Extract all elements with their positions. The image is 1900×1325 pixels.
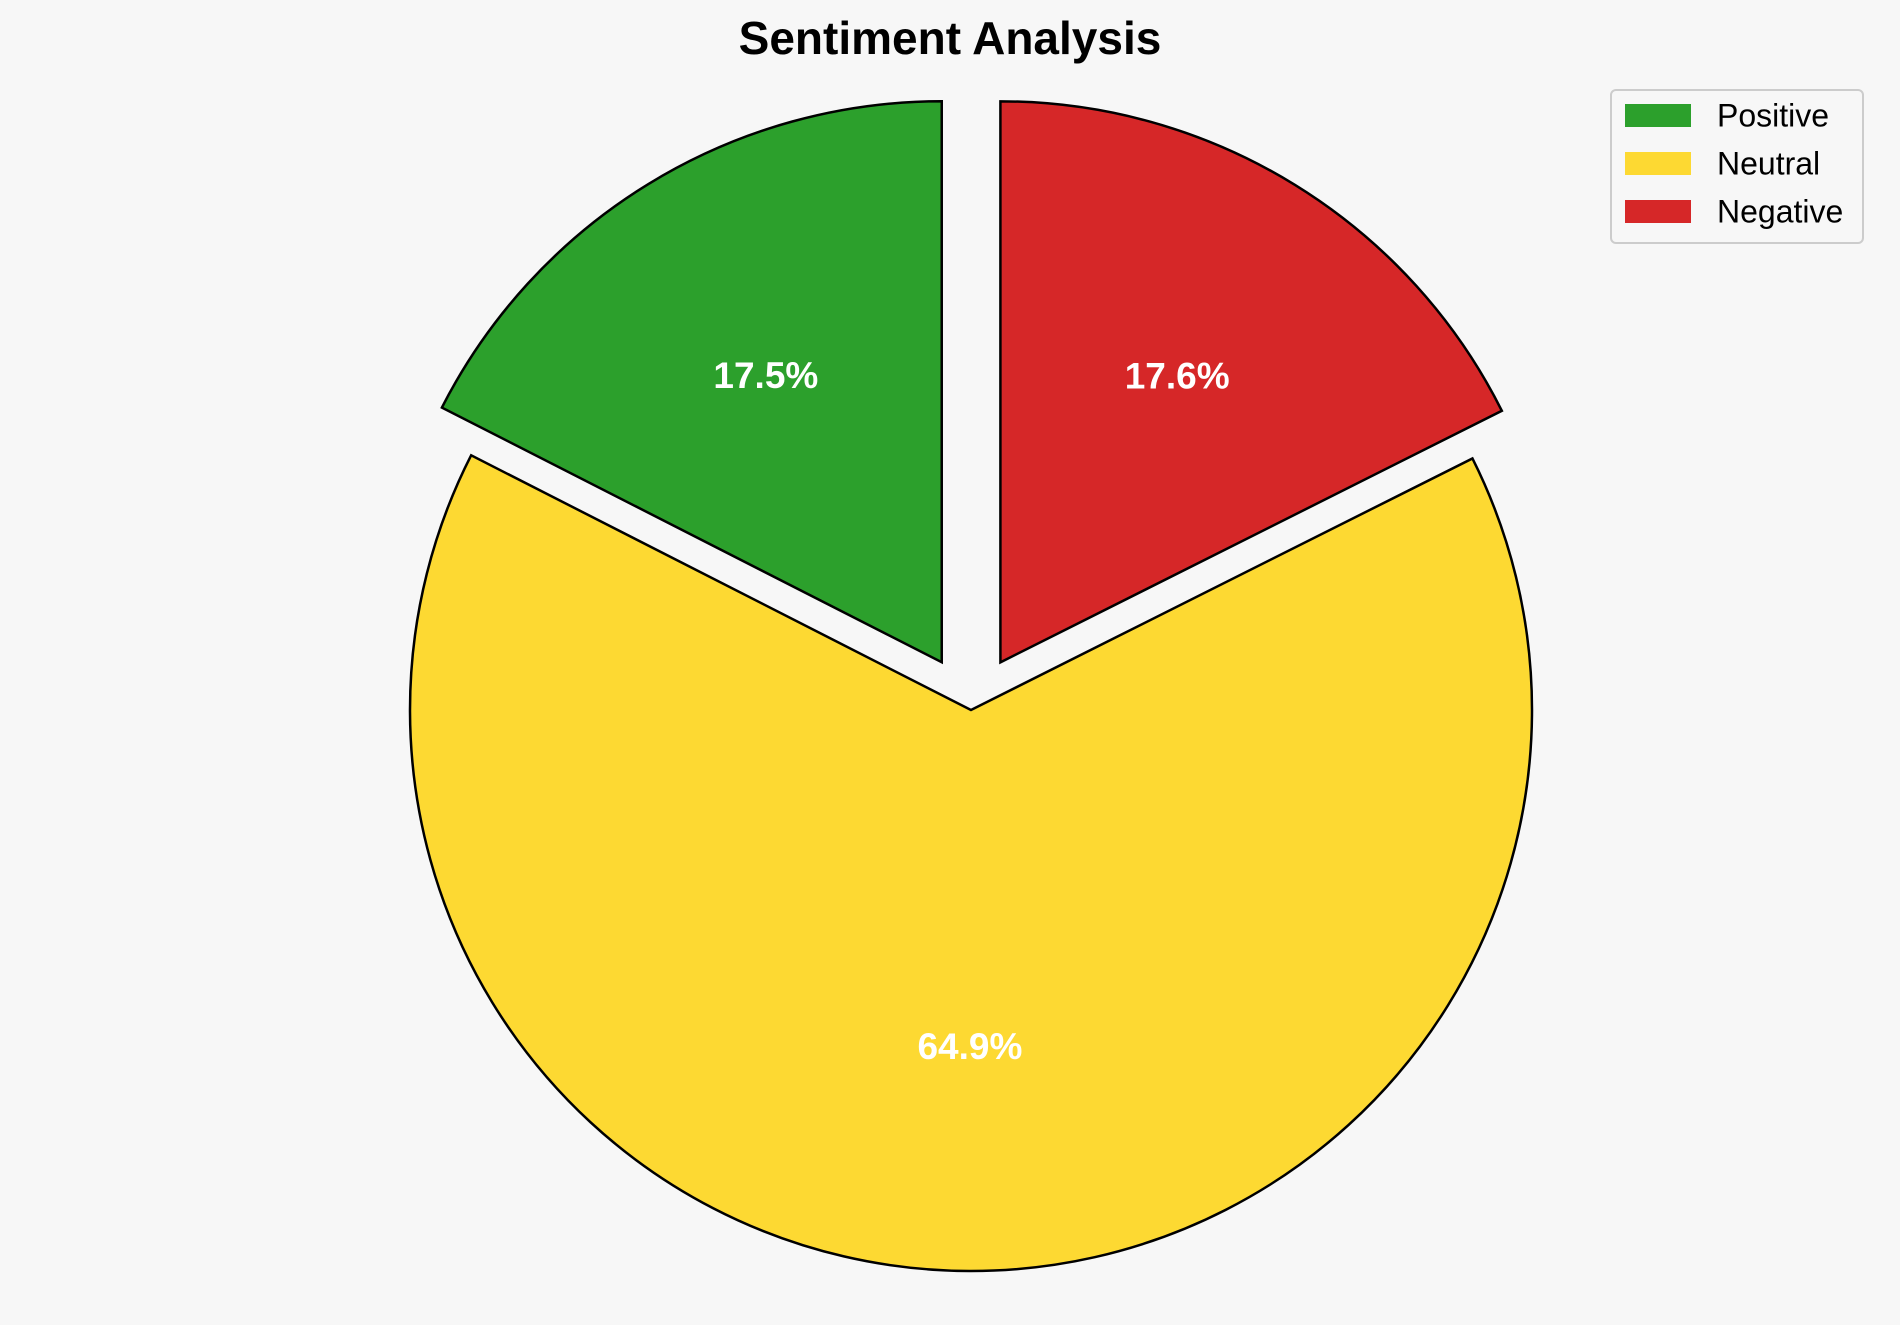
legend-swatch-positive <box>1625 104 1691 127</box>
legend-swatch-neutral <box>1625 152 1691 175</box>
legend-label-neutral: Neutral <box>1717 146 1820 182</box>
slice-label-positive: 17.5% <box>713 355 818 396</box>
legend-label-positive: Positive <box>1717 98 1829 134</box>
pie-slice-negative <box>999 100 1504 665</box>
pie-slices <box>408 100 1534 1273</box>
pie-slice-labels: 17.5% 64.9% 17.6% <box>713 355 1229 1067</box>
pie-slice-neutral <box>408 453 1534 1273</box>
pie-slice-positive <box>440 100 943 665</box>
legend-swatch-negative <box>1625 200 1691 223</box>
slice-label-negative: 17.6% <box>1125 355 1230 396</box>
slice-label-neutral: 64.9% <box>917 1026 1022 1067</box>
chart-title: Sentiment Analysis <box>739 12 1162 64</box>
legend-label-negative: Negative <box>1717 194 1843 230</box>
legend: Positive Neutral Negative <box>1610 89 1864 244</box>
